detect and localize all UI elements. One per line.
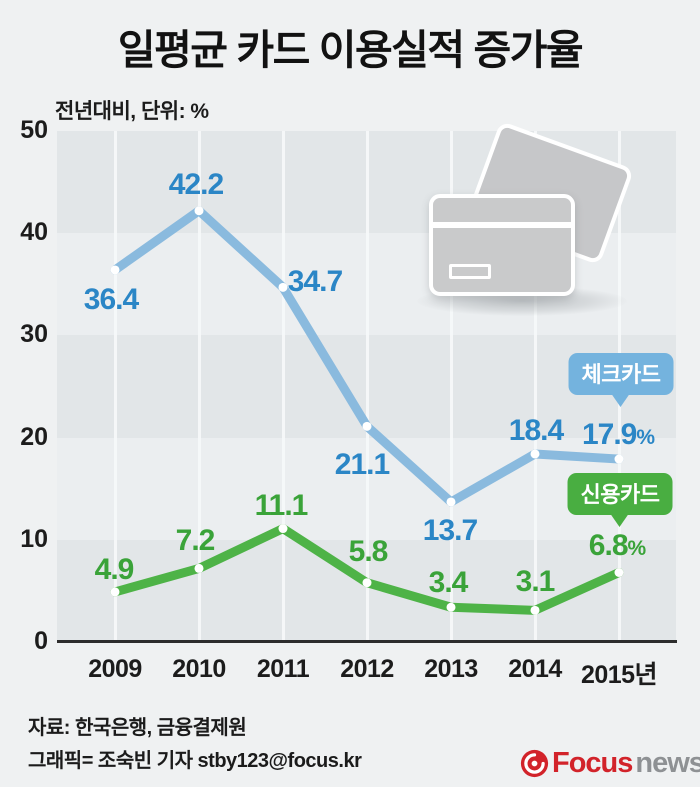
card-magnetic-stripe xyxy=(433,222,571,228)
y-tick-label: 40 xyxy=(20,218,48,247)
y-tick-label: 50 xyxy=(20,116,48,144)
x-tick-label: 2011 xyxy=(256,655,310,683)
series-badge-credit-card: 신용카드 xyxy=(567,473,673,515)
card-signature-box xyxy=(449,264,491,279)
credit-cards-icon xyxy=(417,120,635,316)
front-card-icon xyxy=(429,194,575,296)
focus-logo-mark-icon xyxy=(520,749,549,778)
series-badge-check-card: 체크카드 xyxy=(568,353,674,395)
source-text: 자료: 한국은행, 금융결제원 xyxy=(28,717,247,739)
x-tick-label: 2015년 xyxy=(580,661,658,689)
data-point-label: 5.8 xyxy=(348,534,389,568)
page-title: 일평균 카드 이용실적 증가율 xyxy=(117,27,584,73)
x-tick-label: 2013 xyxy=(424,655,478,683)
logo-focus-text: Focus xyxy=(552,747,633,779)
data-point-label: 18.4 xyxy=(508,413,564,447)
data-point-label: 34.7 xyxy=(287,265,343,299)
percent-suffix: % xyxy=(627,536,647,560)
x-tick-label: 2012 xyxy=(340,655,394,683)
data-point-label: 21.1 xyxy=(334,448,390,482)
percent-suffix: % xyxy=(636,426,655,450)
x-tick-label: 2014 xyxy=(508,655,562,683)
logo-news-text: news xyxy=(635,747,700,779)
chart-subtitle: 전년대비, 단위: % xyxy=(55,100,209,123)
data-point-label: 3.1 xyxy=(515,565,556,599)
data-point-label: 42.2 xyxy=(168,167,224,201)
vertical-gridline xyxy=(281,131,285,642)
y-tick-label: 0 xyxy=(34,627,48,655)
data-point-label: 17.9% xyxy=(581,418,655,452)
data-point-label: 36.4 xyxy=(83,282,139,316)
data-point-label: 7.2 xyxy=(175,524,216,558)
credit-text: 그래픽= 조숙빈 기자 stby123@focus.kr xyxy=(28,750,362,772)
x-tick-label: 2010 xyxy=(172,655,226,683)
data-point-label: 13.7 xyxy=(422,513,478,547)
y-tick-label: 10 xyxy=(20,524,48,553)
focus-news-logo: Focus news xyxy=(520,747,700,780)
x-tick-label: 2009 xyxy=(88,655,142,683)
vertical-gridline xyxy=(197,131,201,642)
data-point-label: 3.4 xyxy=(428,566,469,600)
data-point-label: 6.8% xyxy=(588,528,647,562)
x-axis-line xyxy=(57,640,677,643)
data-point-label: 11.1 xyxy=(254,488,309,522)
data-point-label: 4.9 xyxy=(94,552,135,586)
y-tick-label: 20 xyxy=(20,422,48,451)
y-tick-label: 30 xyxy=(20,320,48,349)
